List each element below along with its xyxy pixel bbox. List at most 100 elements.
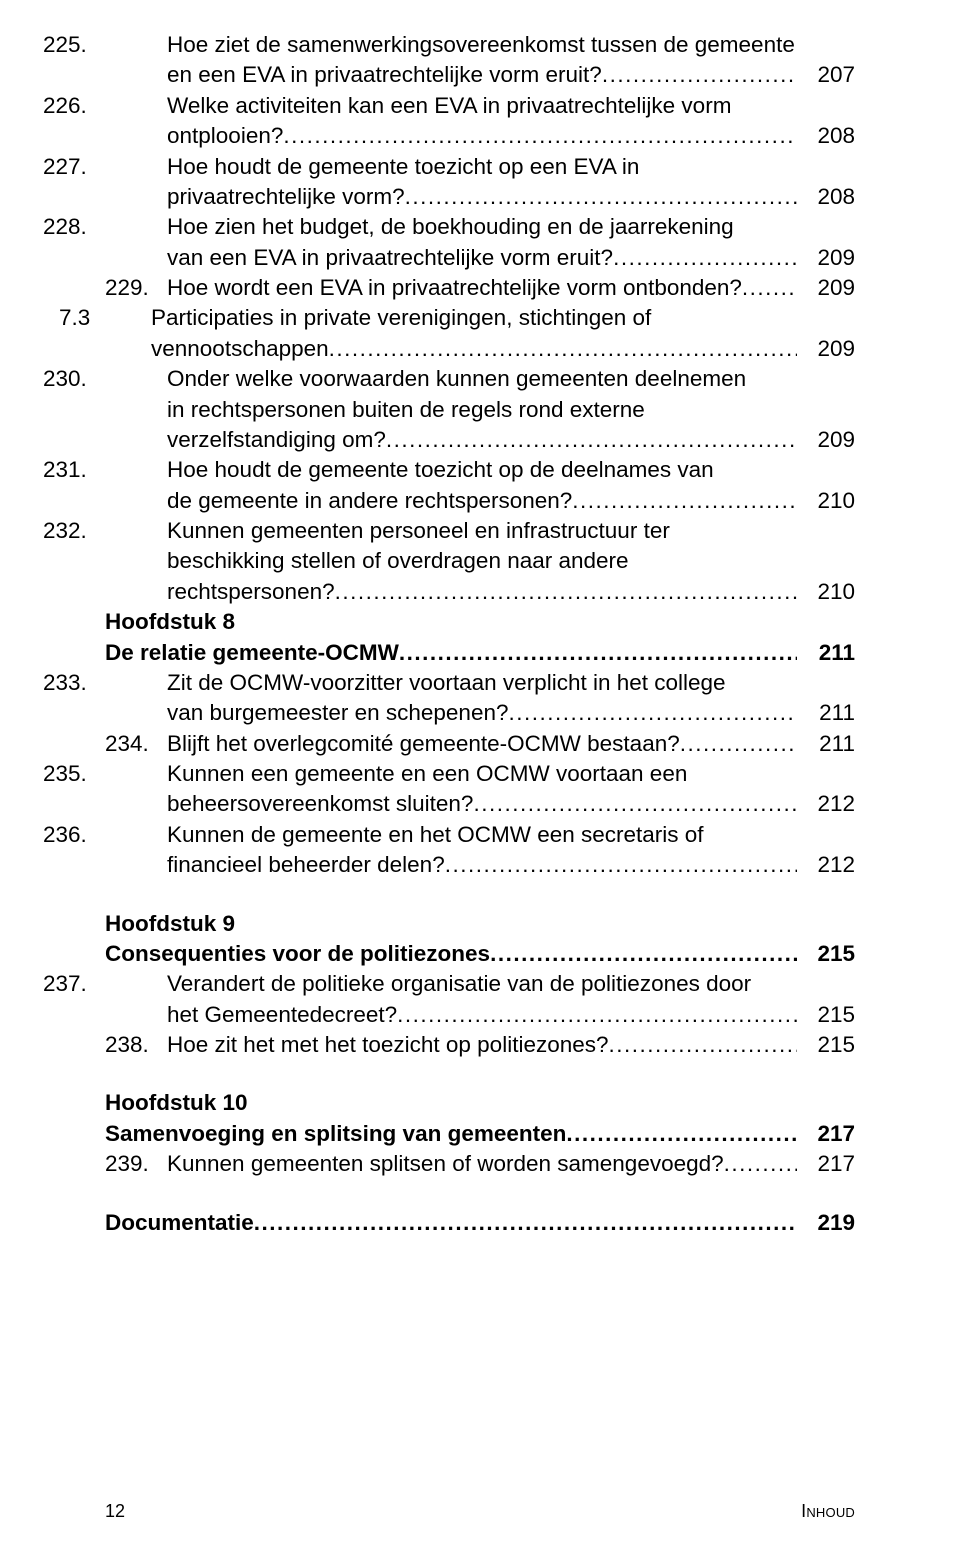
toc-last-line: van een EVA in privaatrechtelijke vorm e… (105, 243, 855, 273)
toc-line-text: Hoe ziet de samenwerkingsovereenkomst tu… (167, 32, 795, 57)
toc-entry-text: Consequenties voor de politiezones (105, 939, 490, 969)
toc-leader-dots (680, 729, 797, 759)
toc-leader-dots (397, 1000, 797, 1030)
toc-entry-number: 228. (43, 214, 87, 239)
toc-entry-text: Documentatie (105, 1208, 254, 1238)
toc-entry-text: Kunnen gemeenten splitsen of worden same… (167, 1149, 724, 1179)
toc-question: 228.Hoe zien het budget, de boekhouding … (105, 212, 855, 273)
toc-page-number: 212 (797, 850, 855, 880)
toc-last-line: rechtspersonen? 210 (105, 577, 855, 607)
toc-last-line: 234.Blijft het overlegcomité gemeente-OC… (105, 729, 855, 759)
toc-entry-text: verzelfstandiging om? (167, 425, 386, 455)
toc-leader-dots (724, 1149, 797, 1179)
toc-title: Samenvoeging en splitsing van gemeenten … (105, 1119, 855, 1149)
toc-question: 230.Onder welke voorwaarden kunnen gemee… (105, 364, 855, 455)
toc-leader-dots (386, 425, 797, 455)
toc-last-line: privaatrechtelijke vorm? 208 (105, 182, 855, 212)
toc-title: Documentatie 219 (105, 1208, 855, 1238)
toc-last-line: de gemeente in andere rechtspersonen? 21… (105, 486, 855, 516)
toc-leader-dots (609, 1030, 797, 1060)
toc-line: 226.Welke activiteiten kan een EVA in pr… (105, 91, 855, 121)
toc-leader-dots (490, 939, 797, 969)
toc-question: 232.Kunnen gemeenten personeel en infras… (105, 516, 855, 607)
toc-last-line: ontplooien? 208 (105, 121, 855, 151)
toc-entry-number: 239. (105, 1149, 167, 1179)
toc-question: 235.Kunnen een gemeente en een OCMW voor… (105, 759, 855, 820)
toc-question: 225.Hoe ziet de samenwerkingsovereenkoms… (105, 30, 855, 91)
toc-question: 229.Hoe wordt een EVA in privaatrechteli… (105, 273, 855, 303)
toc-question: 239.Kunnen gemeenten splitsen of worden … (105, 1149, 855, 1179)
toc-title: Consequenties voor de politiezones 215 (105, 939, 855, 969)
toc-line: 233.Zit de OCMW-voorzitter voortaan verp… (105, 668, 855, 698)
toc-page-number: 209 (797, 243, 855, 273)
toc-entry-text: Blijft het overlegcomité gemeente-OCMW b… (167, 729, 680, 759)
toc-leader-dots (445, 850, 797, 880)
page-footer: 12 Inhoud (105, 1499, 855, 1523)
toc-leader-dots (399, 638, 797, 668)
toc-last-line: 229.Hoe wordt een EVA in privaatrechteli… (105, 273, 855, 303)
toc-page-number: 209 (797, 334, 855, 364)
toc-line: 228.Hoe zien het budget, de boekhouding … (105, 212, 855, 242)
toc-last-line: Consequenties voor de politiezones 215 (105, 939, 855, 969)
toc-entry-text: en een EVA in privaatrechtelijke vorm er… (167, 60, 602, 90)
toc-line-text: Hoe houdt de gemeente toezicht op een EV… (167, 154, 639, 179)
toc-leader-dots (572, 486, 797, 516)
toc-leader-dots (335, 577, 797, 607)
toc-line: 237.Verandert de politieke organisatie v… (105, 969, 855, 999)
toc-section: 7.3Participaties in private verenigingen… (105, 303, 855, 364)
toc-page-number: 211 (797, 729, 855, 759)
toc-line-text: Participaties in private verenigingen, s… (151, 305, 651, 330)
toc-leader-dots (602, 60, 797, 90)
toc-entry-text: Samenvoeging en splitsing van gemeenten (105, 1119, 566, 1149)
toc-entry-text: ontplooien? (167, 121, 283, 151)
toc-page-number: 215 (797, 1000, 855, 1030)
toc-last-line: van burgemeester en schepenen? 211 (105, 698, 855, 728)
chapter-label: Hoofdstuk 9 (105, 909, 855, 939)
toc-line-text: Kunnen een gemeente en een OCMW voortaan… (167, 761, 687, 786)
toc-last-line: 238.Hoe zit het met het toezicht op poli… (105, 1030, 855, 1060)
chapter-heading: Hoofdstuk 10 (105, 1088, 855, 1118)
toc-entry-number: 234. (105, 729, 167, 759)
toc-entry-number: 232. (43, 518, 87, 543)
toc-question: 231.Hoe houdt de gemeente toezicht op de… (105, 455, 855, 516)
toc-page-number: 210 (797, 577, 855, 607)
toc-entry-text: De relatie gemeente-OCMW (105, 638, 399, 668)
toc-page-number: 212 (797, 789, 855, 819)
toc-entry-text: Hoe zit het met het toezicht op politiez… (167, 1030, 609, 1060)
toc-line-text: in rechtspersonen buiten de regels rond … (167, 397, 645, 422)
toc-entry-text: het Gemeentedecreet? (167, 1000, 397, 1030)
toc-leader-dots (613, 243, 797, 273)
toc-page-number: 209 (797, 425, 855, 455)
toc-leader-dots (566, 1119, 797, 1149)
toc-entry-text: vennootschappen (151, 334, 329, 364)
toc-page-number: 217 (797, 1149, 855, 1179)
toc-last-line: Samenvoeging en splitsing van gemeenten … (105, 1119, 855, 1149)
toc-line: 235.Kunnen een gemeente en een OCMW voor… (105, 759, 855, 789)
toc-line-text: Kunnen de gemeente en het OCMW een secre… (167, 822, 704, 847)
toc-question: 226.Welke activiteiten kan een EVA in pr… (105, 91, 855, 152)
toc-title: De relatie gemeente-OCMW 211 (105, 638, 855, 668)
toc-last-line: het Gemeentedecreet? 215 (105, 1000, 855, 1030)
toc-leader-dots (509, 698, 798, 728)
toc-line-text: Zit de OCMW-voorzitter voortaan verplich… (167, 670, 726, 695)
toc-leader-dots (405, 182, 797, 212)
toc-leader-dots (473, 789, 797, 819)
toc-page-number: 215 (797, 1030, 855, 1060)
toc-question: 236.Kunnen de gemeente en het OCMW een s… (105, 820, 855, 881)
chapter-heading: Hoofdstuk 8 (105, 607, 855, 637)
toc-page-number: 215 (797, 939, 855, 969)
toc-line-text: beschikking stellen of overdragen naar a… (167, 548, 629, 573)
toc-entry-text: rechtspersonen? (167, 577, 335, 607)
toc-page-number: 217 (797, 1119, 855, 1149)
toc-last-line: vennootschappen 209 (105, 334, 855, 364)
toc-entry-number: 225. (43, 32, 87, 57)
toc-line: 230.Onder welke voorwaarden kunnen gemee… (105, 364, 855, 394)
chapter-heading: Hoofdstuk 9 (105, 909, 855, 939)
toc-page-number: 210 (797, 486, 855, 516)
toc-line: 231.Hoe houdt de gemeente toezicht op de… (105, 455, 855, 485)
toc-question: 237.Verandert de politieke organisatie v… (105, 969, 855, 1030)
table-of-contents: 225.Hoe ziet de samenwerkingsovereenkoms… (105, 30, 855, 1238)
toc-entry-text: van een EVA in privaatrechtelijke vorm e… (167, 243, 613, 273)
toc-line: 232.Kunnen gemeenten personeel en infras… (105, 516, 855, 546)
toc-line-text: Welke activiteiten kan een EVA in privaa… (167, 93, 731, 118)
